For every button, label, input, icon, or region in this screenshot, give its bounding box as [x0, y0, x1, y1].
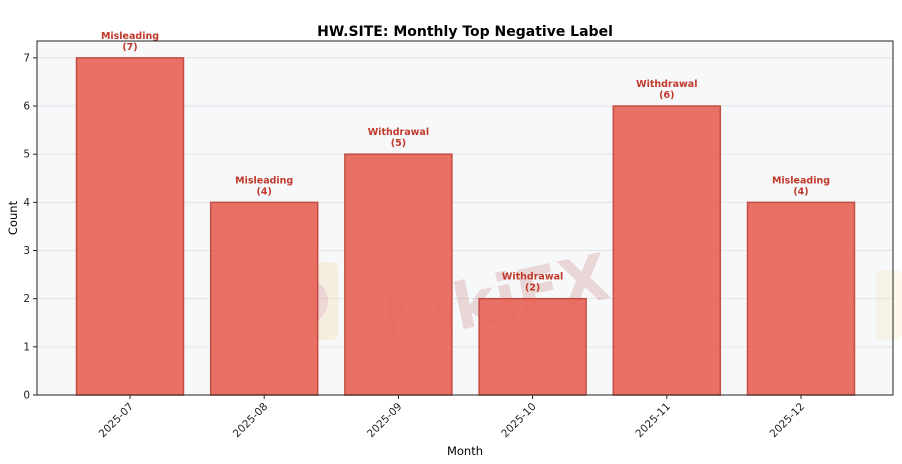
y-tick-label: 6 — [23, 101, 30, 113]
y-tick-label: 4 — [23, 197, 30, 209]
y-tick-label: 1 — [23, 341, 30, 353]
x-axis-label: Month — [447, 444, 483, 458]
plot-frame — [36, 40, 894, 396]
x-tick-label: 2025-12 — [768, 401, 808, 441]
x-tick-label: 2025-11 — [633, 401, 673, 441]
y-tick-label: 5 — [23, 149, 30, 161]
bar-2025-07 — [75, 57, 185, 396]
bar-label-count: (6) — [659, 90, 674, 101]
x-tick-label: 2025-09 — [365, 401, 405, 441]
bar-2025-11 — [612, 105, 722, 396]
bar-2025-10 — [478, 297, 587, 396]
bar-label-name: Misleading — [235, 175, 293, 186]
bar-2025-12 — [746, 201, 856, 396]
bar-label-count: (5) — [391, 138, 406, 149]
y-axis-ticks: 0 1 2 3 4 5 6 7 — [23, 52, 37, 402]
y-tick-label: 3 — [23, 245, 30, 257]
y-tick-label: 2 — [23, 293, 30, 305]
bar-label-name: Misleading — [772, 175, 830, 186]
x-axis-ticks: 2025-07 2025-08 2025-09 2025-10 2025-11 2025-… — [97, 395, 808, 441]
bar-2025-09 — [344, 153, 453, 396]
bar-label-count: (2) — [525, 283, 540, 294]
y-tick-label: 7 — [23, 52, 30, 64]
bar-annotations: Misleading(7)Misleading(4)Withdrawal(5)W… — [101, 31, 830, 294]
bar-label-name: Withdrawal — [368, 127, 429, 138]
chart-title: HW.SITE: Monthly Top Negative Label — [317, 24, 613, 40]
bar-label-name: Withdrawal — [502, 272, 563, 283]
bar-label-count: (7) — [122, 42, 137, 53]
watermark-edge-badge — [876, 270, 902, 340]
y-axis-label: Count — [6, 200, 20, 235]
x-tick-label: 2025-08 — [231, 401, 271, 441]
bar-label-name: Misleading — [101, 31, 159, 42]
bar-label-name: Withdrawal — [636, 79, 697, 90]
bar-label-count: (4) — [257, 186, 272, 197]
bar-label-count: (4) — [793, 186, 808, 197]
bar-2025-08 — [209, 201, 319, 396]
y-tick-label: 0 — [23, 390, 30, 402]
x-tick-label: 2025-07 — [97, 401, 137, 441]
x-tick-label: 2025-10 — [499, 401, 539, 441]
bars — [75, 57, 856, 396]
